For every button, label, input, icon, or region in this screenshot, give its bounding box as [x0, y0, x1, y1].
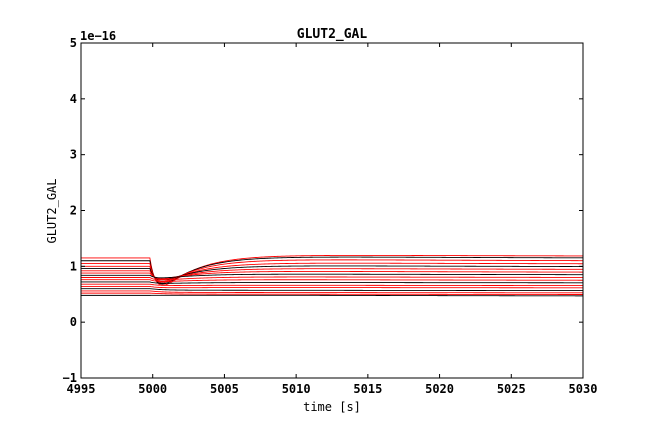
series-line	[81, 281, 583, 284]
series-line	[81, 273, 583, 279]
plot-frame	[80, 42, 584, 379]
y-tick-label: 5	[70, 36, 77, 50]
y-tick-label: 3	[70, 148, 77, 162]
x-tick-label: 5015	[353, 382, 382, 396]
x-tick-label: 5005	[210, 382, 239, 396]
y-tick-label: 1	[70, 259, 77, 273]
x-tick-label: 5020	[425, 382, 454, 396]
x-tick-label: 5010	[282, 382, 311, 396]
series-lines	[81, 254, 584, 297]
series-line	[81, 288, 583, 292]
y-axis-title: GLUT2_GAL	[45, 178, 59, 243]
series-line	[81, 270, 583, 279]
series-line	[81, 259, 583, 284]
y-tick-label: 2	[70, 204, 77, 218]
chart-title: GLUT2_GAL	[297, 27, 368, 42]
series-line	[81, 294, 584, 297]
series-line	[81, 290, 583, 294]
series-line	[81, 276, 583, 281]
series-line	[81, 285, 583, 289]
series-line	[81, 279, 583, 282]
series-line	[81, 283, 583, 287]
x-axis: 4995 5000 5005 5010 5015 5020 5025 5030	[67, 43, 598, 396]
y-tick-label: 0	[70, 315, 77, 329]
y-tick-label: −1	[63, 371, 77, 385]
x-tick-label: 5025	[497, 382, 526, 396]
x-tick-label: 5000	[138, 382, 167, 396]
x-tick-label: 4995	[67, 382, 96, 396]
series-line	[81, 292, 583, 295]
y-tick-label: 4	[70, 92, 77, 106]
x-axis-title: time [s]	[303, 400, 361, 414]
series-line	[81, 268, 583, 280]
y-offset-label: 1e−16	[80, 29, 116, 43]
y-axis: −1 0 1 2 3 4 5	[63, 36, 583, 385]
x-tick-label: 5030	[569, 382, 598, 396]
